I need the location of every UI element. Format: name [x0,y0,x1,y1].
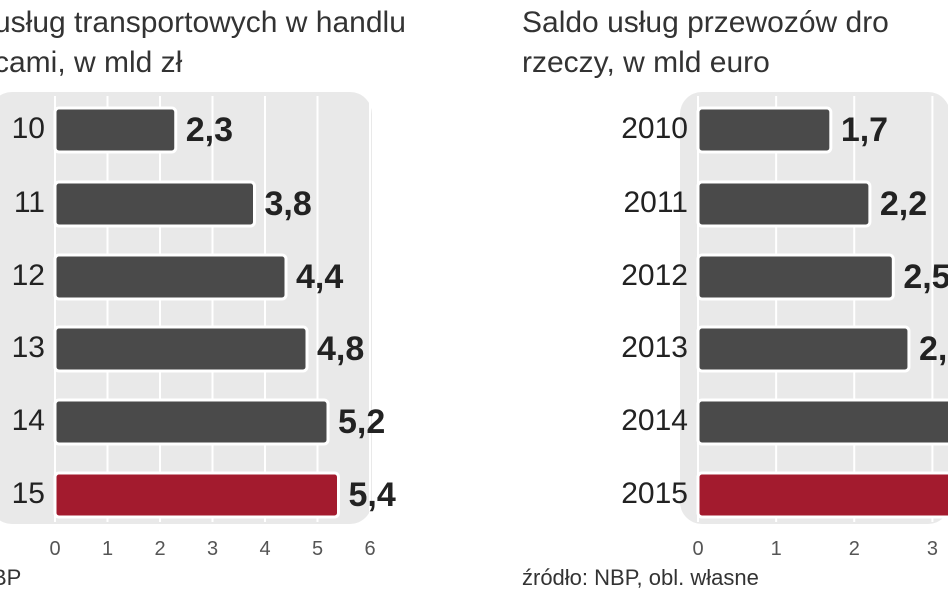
category-label: 2015 [621,477,688,510]
x-tick-label: 2 [154,538,165,560]
source-note: źródło: NBP, obl. własne [522,565,759,590]
value-label: 2,7 [919,330,948,368]
value-label: 2,2 [880,185,927,223]
category-label: 2011 [623,186,688,219]
category-label: 14 [12,404,45,437]
x-tick-label: 1 [102,538,113,560]
x-tick-label: 4 [259,538,270,560]
bar [53,180,256,228]
chart-title: usług transportowych w handlu [0,6,406,39]
bar-chart: Saldo usług przewozów dro rzeczy, w mld e… [522,6,948,590]
value-label: 2,3 [186,111,233,149]
chart-title: cami, w mld zł [0,46,183,79]
x-tick-label: 3 [927,538,938,560]
value-label: 5,2 [338,403,385,441]
x-tick-label: 3 [207,538,218,560]
category-label: 12 [12,259,45,292]
category-label: 2013 [621,331,688,364]
bar [696,398,948,446]
bar [53,106,178,154]
bar [696,471,948,519]
bar [53,253,288,301]
x-tick-label: 6 [364,538,375,560]
bar [696,325,911,373]
source-note: BP [0,565,21,590]
value-label: 2,5 [903,258,948,296]
x-tick-label: 0 [692,538,703,560]
plot-panel [680,92,948,524]
category-label: 2014 [621,404,688,437]
bar [53,325,309,373]
chart-title: rzeczy, w mld euro [522,46,770,79]
value-label: 1,7 [841,111,888,149]
category-label: 2010 [621,112,688,145]
category-label: 15 [12,477,45,510]
chart-title: Saldo usług przewozów dro [522,6,889,39]
value-label: 5,4 [349,476,396,514]
bar [696,106,833,154]
category-label: 10 [12,112,45,145]
value-label: 3,8 [265,185,312,223]
bar [696,253,895,301]
value-label: 4,8 [317,330,364,368]
bar [696,180,872,228]
category-label: 11 [14,186,45,219]
bar [53,398,330,446]
x-tick-label: 5 [312,538,323,560]
category-label: 13 [12,331,45,364]
x-tick-label: 0 [49,538,60,560]
bar-chart: usług transportowych w handlu cami, w mld… [0,6,406,590]
x-tick-label: 1 [771,538,782,560]
x-tick-label: 2 [849,538,860,560]
category-label: 2012 [621,259,688,292]
bar [53,471,340,519]
value-label: 4,4 [296,258,343,296]
